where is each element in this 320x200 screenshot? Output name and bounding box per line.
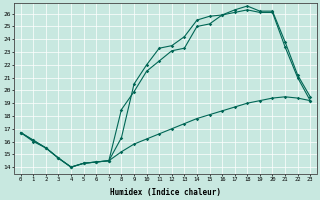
X-axis label: Humidex (Indice chaleur): Humidex (Indice chaleur) xyxy=(110,188,221,197)
